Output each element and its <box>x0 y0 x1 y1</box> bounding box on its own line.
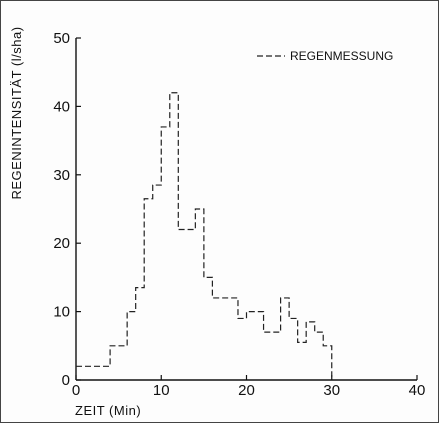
legend: REGENMESSUNG <box>257 49 393 63</box>
x-tick-label: 30 <box>323 382 340 399</box>
x-tick-label: 10 <box>153 382 170 399</box>
y-ticks: 0 10 20 30 40 50 <box>53 30 81 389</box>
y-tick-label: 40 <box>53 98 70 115</box>
y-tick-label: 20 <box>53 235 70 252</box>
y-tick-label: 30 <box>53 167 70 184</box>
x-tick-label: 0 <box>72 382 80 399</box>
x-tick-label: 20 <box>238 382 255 399</box>
axes <box>75 38 417 381</box>
x-tick-label: 40 <box>409 382 426 399</box>
legend-label: REGENMESSUNG <box>290 49 393 63</box>
y-tick-label: 0 <box>62 372 70 389</box>
y-tick-label: 50 <box>53 30 70 47</box>
series-line <box>76 92 333 380</box>
y-tick-label: 10 <box>53 304 70 321</box>
x-ticks: 0 10 20 30 40 <box>72 375 426 399</box>
x-axis-title: ZEIT (Min) <box>75 403 141 418</box>
y-axis-title: REGENINTENSITÄT (l/sha) <box>9 26 24 199</box>
series-group <box>76 92 333 380</box>
